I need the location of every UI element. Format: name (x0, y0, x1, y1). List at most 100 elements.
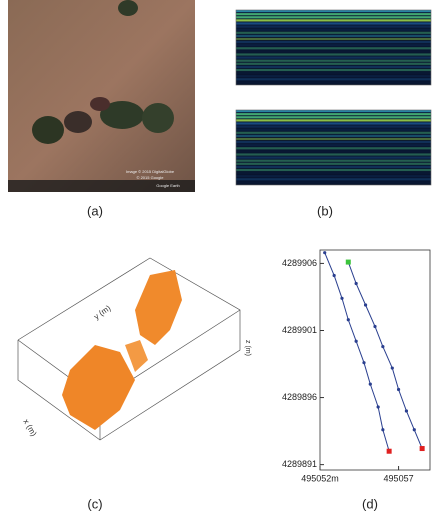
reflection-band (236, 119, 431, 122)
reflection-band (236, 113, 431, 116)
y-tick-label: 4289891 (282, 459, 317, 469)
reflection-band (236, 178, 431, 181)
reflection-band (236, 162, 431, 165)
reflection-band (236, 165, 431, 168)
track-point (396, 387, 401, 392)
radargram-frame (235, 109, 432, 186)
panel-c: y (m) x (m) z (m) (17, 257, 251, 441)
reflection-band (236, 116, 431, 119)
credit: Google Earth (156, 183, 180, 188)
reflection-band (236, 41, 431, 44)
tree (32, 116, 64, 144)
caption: (d) (362, 496, 378, 511)
reflection-band (236, 131, 431, 134)
y-tick-label: 4289906 (282, 258, 317, 268)
reflection-band (236, 144, 431, 147)
reflection-band (236, 44, 431, 47)
box-edge (17, 257, 241, 441)
reflection-band (236, 125, 431, 128)
reflection-band (236, 172, 431, 175)
anomaly-body (62, 345, 135, 430)
reflection-band (236, 59, 431, 62)
reflection-band (236, 168, 431, 172)
reflection-band (236, 72, 431, 75)
reflection-band (236, 47, 431, 50)
reflection-band (236, 75, 431, 78)
reflection-band (236, 134, 431, 137)
reflection-band (236, 34, 431, 37)
reflection-band (236, 81, 431, 84)
reflection-band (236, 19, 431, 22)
x-tick-label: 495057 (384, 473, 414, 483)
track-point (404, 409, 409, 413)
track-point (354, 281, 358, 286)
reflection-band (236, 31, 431, 34)
track-point (323, 251, 327, 255)
axis-title: z (m) (244, 340, 251, 356)
panel-d: (d) 4289906 4289901 4289896 4289891 495052m 4… (282, 249, 431, 511)
axis-title: x (m) (21, 418, 38, 439)
panel-b: (b) (235, 9, 432, 218)
end-marker (419, 446, 425, 452)
reflection-band (236, 53, 431, 56)
reflection-band (236, 153, 431, 156)
reflection-band (236, 65, 431, 68)
axis-title: y (m) (92, 303, 112, 321)
track-point (373, 324, 377, 329)
reflection-band (236, 150, 431, 153)
reflection-band (236, 62, 431, 65)
reflection-band (236, 22, 431, 25)
anomaly-body (135, 270, 182, 345)
track-line (347, 261, 423, 449)
reflection-band (236, 68, 431, 72)
track-point (340, 296, 344, 300)
track-point (381, 344, 385, 349)
end-marker (386, 448, 392, 454)
reflection-band (236, 137, 431, 141)
reflection-band (236, 10, 431, 13)
caption: (a) (87, 203, 103, 218)
track-point (368, 382, 372, 386)
x-tick-label: 495052m (301, 473, 339, 483)
reflection-band (236, 175, 431, 178)
track-point (412, 428, 416, 432)
radargram-frame (235, 9, 432, 86)
reflection-band (236, 16, 431, 19)
reflection-band (236, 122, 431, 125)
tree (142, 103, 174, 133)
plot-frame (319, 249, 431, 471)
reflection-band (236, 13, 431, 16)
track-point (346, 318, 350, 322)
caption: (c) (87, 496, 102, 511)
reflection-band (236, 159, 431, 162)
track-point (381, 428, 385, 432)
reflection-band (236, 25, 431, 28)
credit: © 2015 Google (137, 175, 165, 180)
credit-bar (8, 180, 195, 192)
y-tick-label: 4289896 (282, 392, 317, 402)
reflection-band (236, 28, 431, 31)
track-point (362, 361, 366, 365)
tree (100, 101, 144, 129)
satellite-image (8, 0, 195, 192)
reflection-band (236, 110, 431, 113)
track-point (376, 405, 380, 409)
anomaly-body (125, 340, 148, 372)
reflection-band (236, 181, 431, 184)
reflection-band (236, 128, 431, 131)
reflection-band (236, 37, 431, 41)
reflection-band (236, 56, 431, 59)
tree (90, 97, 110, 111)
reflection-band (236, 147, 431, 150)
reflection-band (236, 156, 431, 159)
track-point (332, 273, 336, 278)
tree (118, 0, 138, 16)
reflection-band (236, 141, 431, 144)
credit: Image © 2015 DigitalGlobe (126, 169, 175, 174)
track-point (363, 303, 368, 307)
panel-a: Image © 2015 DigitalGlobe © 2015 Google … (8, 0, 195, 218)
caption: (b) (317, 203, 333, 218)
reflection-band (236, 50, 431, 53)
